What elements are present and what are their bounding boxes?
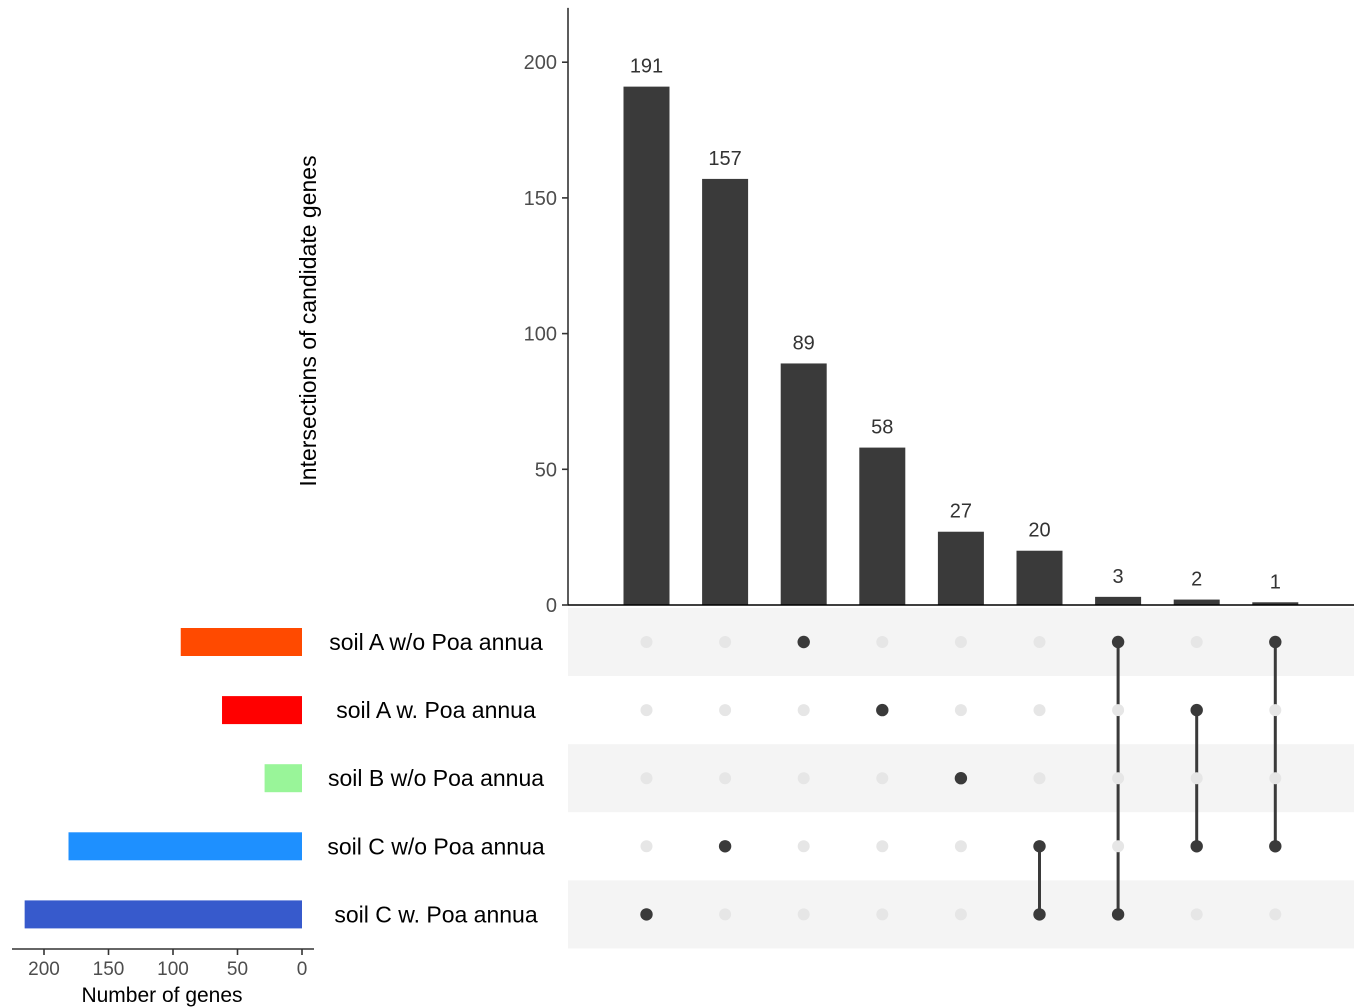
matrix-dot-inactive	[797, 840, 810, 853]
matrix-dot-inactive	[719, 636, 732, 648]
matrix-dot-active	[640, 908, 653, 921]
matrix-dot-inactive	[1033, 772, 1046, 785]
matrix-dot-active	[1190, 703, 1203, 717]
matrix-dot-inactive	[1269, 908, 1282, 921]
x-tick-label: 150	[93, 959, 125, 980]
y-axis-title: Intersections of candidate genes	[295, 155, 321, 486]
matrix-dot-inactive	[1269, 772, 1282, 785]
matrix-dot-inactive	[876, 840, 889, 853]
matrix-dot-inactive	[797, 772, 810, 785]
matrix-dot-inactive	[1112, 840, 1125, 853]
matrix-dot-inactive	[640, 704, 653, 717]
intersection-bar	[1173, 599, 1220, 605]
x-tick-label: 200	[28, 959, 60, 980]
matrix-dot-inactive	[719, 772, 732, 785]
intersection-bar	[623, 86, 670, 606]
intersection-bar-label: 157	[708, 148, 741, 170]
set-size-bar	[68, 832, 302, 861]
matrix-dot-active	[1111, 908, 1125, 921]
intersection-bar-labels: 191 157 89 58 27 20 3 2 1	[630, 56, 1281, 594]
set-label: soil C w/o Poa annua	[327, 833, 545, 859]
x-tick-label: 100	[157, 959, 189, 980]
matrix-dot-inactive	[954, 704, 967, 717]
y-tick-label: 100	[524, 324, 557, 346]
set-label: soil A w/o Poa annua	[329, 629, 543, 655]
matrix-dot-inactive	[640, 840, 653, 853]
x-axis-title: Number of genes	[81, 984, 242, 1007]
set-size-bar	[222, 696, 302, 725]
set-size-bar	[24, 900, 303, 929]
y-tick-label: 150	[524, 188, 557, 210]
intersection-bar-label: 58	[871, 417, 893, 439]
set-size-bars	[24, 628, 303, 929]
y-tick-label: 200	[524, 52, 557, 74]
matrix-dot-inactive	[1190, 636, 1203, 648]
matrix-dot-active	[1269, 635, 1282, 649]
set-label: soil B w/o Poa annua	[328, 765, 544, 791]
y-tick-label: 50	[535, 459, 557, 481]
matrix-dot-inactive	[1190, 772, 1203, 785]
set-size-bar	[180, 628, 302, 656]
set-label: soil A w. Poa annua	[336, 697, 536, 723]
intersection-bar-label: 2	[1191, 569, 1202, 591]
set-labels: soil A w/o Poa annua soil A w. Poa annua s…	[327, 629, 545, 927]
intersection-bar-label: 27	[950, 501, 972, 523]
matrix-dot-active	[1111, 635, 1125, 649]
matrix-dot-inactive	[876, 772, 889, 785]
matrix-dot-inactive	[954, 636, 967, 648]
x-tick-label: 50	[227, 959, 248, 980]
set-size-x-axis: 200 150 100 50 0	[12, 948, 314, 980]
matrix-dot-active	[718, 840, 732, 853]
intersection-bar	[702, 178, 749, 606]
set-label: soil C w. Poa annua	[334, 901, 538, 927]
matrix-dot-inactive	[719, 908, 732, 921]
matrix-dots	[640, 635, 1282, 921]
set-size-bar	[264, 764, 302, 793]
matrix-dot-inactive	[876, 636, 889, 648]
matrix-dot-inactive	[1112, 772, 1125, 785]
matrix-dot-active	[876, 703, 889, 717]
intersection-bar	[780, 363, 827, 605]
intersection-bar	[937, 531, 984, 605]
intersection-bar-label: 191	[630, 56, 663, 78]
matrix-dot-inactive	[719, 704, 732, 717]
intersection-bar	[859, 447, 906, 605]
matrix-dot-inactive	[640, 772, 653, 785]
intersection-bar-label: 20	[1028, 520, 1050, 542]
matrix-dot-inactive	[954, 908, 967, 921]
matrix-dot-inactive	[640, 636, 653, 648]
matrix-dot-inactive	[954, 840, 967, 853]
intersection-bar	[1095, 596, 1142, 605]
intersection-y-axis: 0 50 100 150 200	[524, 7, 569, 617]
intersection-bar-label: 3	[1113, 566, 1124, 588]
matrix-dot-active	[1190, 840, 1203, 853]
matrix-dot-inactive	[1190, 908, 1203, 921]
intersection-bar	[1016, 550, 1063, 605]
matrix-dot-active	[1269, 840, 1282, 853]
matrix-dot-inactive	[797, 908, 810, 921]
matrix-dot-active	[1033, 908, 1046, 921]
intersection-bar-label: 1	[1270, 571, 1281, 593]
matrix-dot-inactive	[1033, 704, 1046, 717]
matrix-dot-inactive	[1112, 704, 1125, 717]
matrix-dot-active	[797, 635, 810, 649]
matrix-dot-inactive	[876, 908, 889, 921]
intersection-bar	[1252, 602, 1299, 605]
matrix-dot-active	[954, 772, 968, 785]
y-tick-label: 0	[546, 595, 557, 617]
intersection-bars	[623, 86, 1299, 606]
matrix-dot-active	[1033, 840, 1046, 853]
matrix-dot-inactive	[797, 704, 810, 717]
x-tick-label: 0	[297, 959, 308, 980]
matrix-dot-inactive	[1269, 704, 1282, 717]
matrix-dot-inactive	[1033, 636, 1046, 648]
intersection-bar-label: 89	[793, 332, 815, 354]
